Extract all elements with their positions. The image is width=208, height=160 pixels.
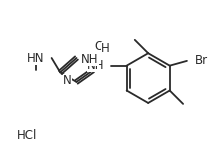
Text: H: H xyxy=(101,42,110,55)
Text: Br: Br xyxy=(194,54,208,67)
Text: O: O xyxy=(95,40,104,53)
Text: N: N xyxy=(63,73,72,87)
Text: NH: NH xyxy=(87,59,105,72)
Text: HCl: HCl xyxy=(17,129,37,142)
Text: NH: NH xyxy=(81,53,99,66)
Text: HN: HN xyxy=(26,52,44,64)
